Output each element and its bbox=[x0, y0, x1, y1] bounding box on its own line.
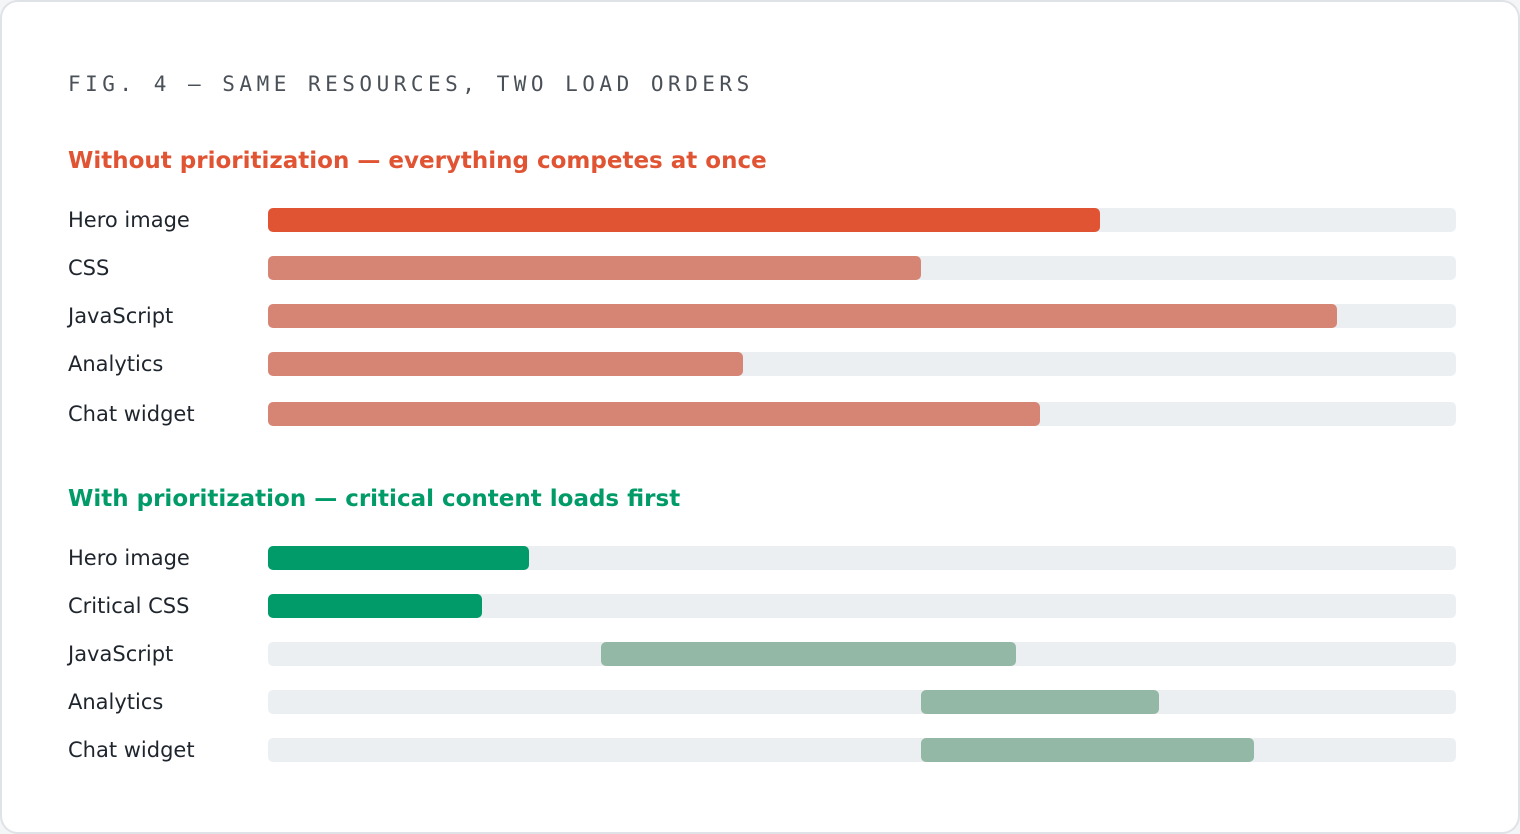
bar-track-javascript bbox=[268, 304, 1456, 328]
figure-title: FIG. 4 — SAME RESOURCES, TWO LOAD ORDERS bbox=[68, 72, 754, 96]
bar-chat-widget bbox=[268, 402, 1041, 426]
row-label-analytics: Analytics bbox=[68, 690, 164, 714]
bar-track-critical-css bbox=[268, 594, 1456, 618]
bar-track-hero-image bbox=[268, 546, 1456, 570]
bar-track-javascript bbox=[268, 642, 1456, 666]
row-label-hero-image: Hero image bbox=[68, 208, 190, 232]
bar-track-chat-widget bbox=[268, 738, 1456, 762]
bar-critical-css bbox=[268, 594, 482, 618]
row-label-javascript: JavaScript bbox=[68, 304, 174, 328]
bar-javascript bbox=[600, 642, 1017, 666]
bar-track-analytics bbox=[268, 690, 1456, 714]
row-label-css: CSS bbox=[68, 256, 110, 280]
bar-track-css bbox=[268, 256, 1456, 280]
bar-hero-image bbox=[268, 546, 530, 570]
section-title-without-prioritization: Without prioritization — everything comp… bbox=[68, 148, 767, 174]
row-label-hero-image: Hero image bbox=[68, 546, 190, 570]
bar-css bbox=[268, 256, 922, 280]
section-title-with-prioritization: With prioritization — critical content l… bbox=[68, 486, 681, 512]
bar-analytics bbox=[921, 690, 1159, 714]
bar-hero-image bbox=[268, 208, 1100, 232]
bar-track-analytics bbox=[268, 352, 1456, 376]
row-label-chat-widget: Chat widget bbox=[68, 738, 195, 762]
row-label-chat-widget: Chat widget bbox=[68, 402, 195, 426]
row-label-critical-css: Critical CSS bbox=[68, 594, 190, 618]
bar-track-chat-widget bbox=[268, 402, 1456, 426]
bar-analytics bbox=[268, 352, 744, 376]
bar-track-hero-image bbox=[268, 208, 1456, 232]
row-label-analytics: Analytics bbox=[68, 352, 164, 376]
row-label-javascript: JavaScript bbox=[68, 642, 174, 666]
bar-chat-widget bbox=[921, 738, 1255, 762]
bar-javascript bbox=[268, 304, 1338, 328]
